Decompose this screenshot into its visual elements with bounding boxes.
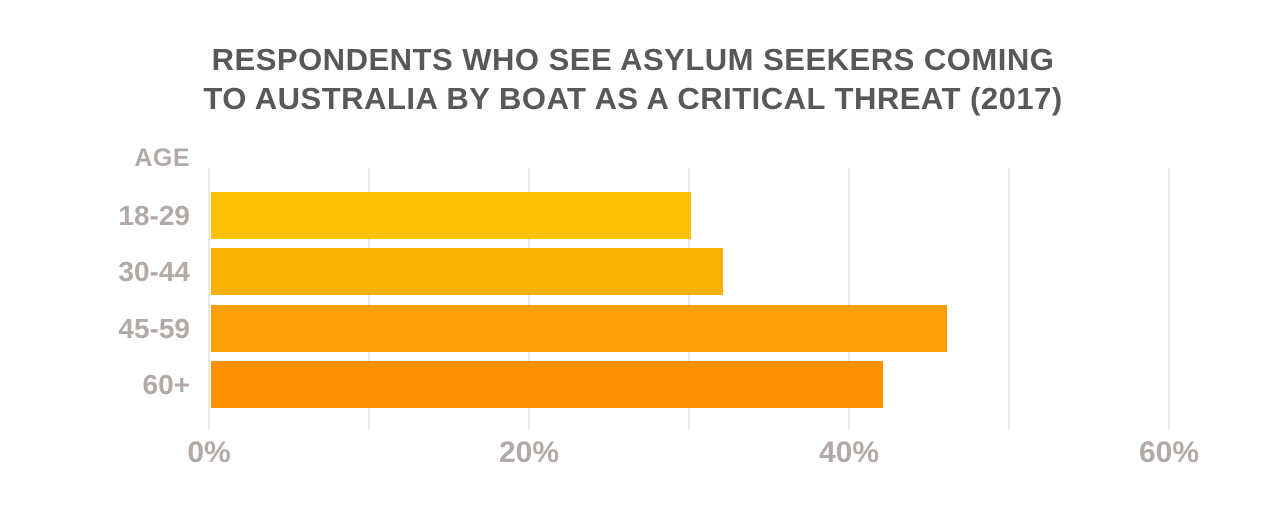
gridline-20pct [528,168,530,429]
gridline-40pct [848,168,850,429]
bar-45-59 [211,304,947,352]
gridline-30pct [688,168,690,429]
y-axis-header: AGE [134,144,190,172]
bar-60+ [211,360,883,408]
bar-30-44 [211,248,723,296]
x-tick-label-60pct: 60% [1138,436,1200,469]
gridline-10pct [368,168,370,429]
x-tick-label-40pct: 40% [818,436,880,469]
category-label-30-44: 30-44 [118,256,190,288]
x-tick-label-20pct: 20% [498,436,560,469]
category-axis-labels: 18-29 30-44 45-59 60+ [0,168,190,429]
category-label-60+: 60+ [142,368,191,400]
bar-18-29 [211,192,691,239]
category-label-18-29: 18-29 [118,200,190,231]
chart-title-line1: RESPONDENTS WHO SEE ASYLUM SEEKERS COMIN… [211,42,1055,77]
chart-title: RESPONDENTS WHO SEE ASYLUM SEEKERS COMIN… [0,40,1266,118]
x-tick-label-0pct: 0% [187,436,231,469]
gridline-0pct [208,168,210,429]
category-label-45-59: 45-59 [118,312,190,344]
chart-title-line2: TO AUSTRALIA BY BOAT AS A CRITICAL THREA… [203,81,1063,116]
plot-area [208,168,1240,429]
x-axis-labels: 0% 20% 40% 60% [187,436,1240,472]
gridline-60pct [1168,168,1170,429]
gridline-50pct [1008,168,1010,429]
